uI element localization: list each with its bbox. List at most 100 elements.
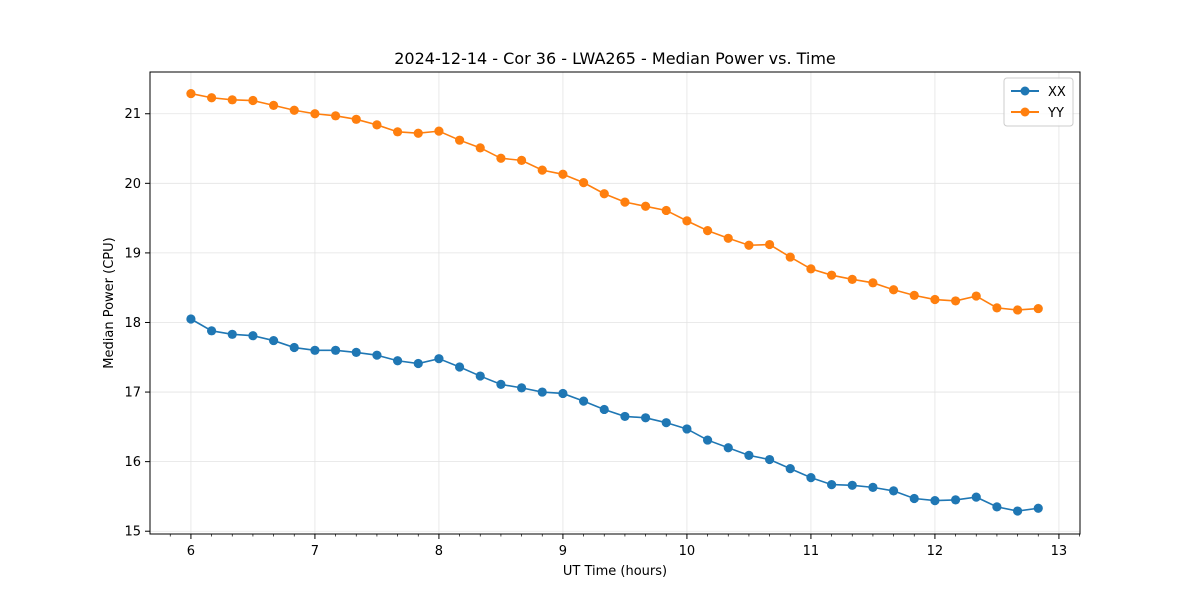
data-point-xx bbox=[516, 383, 527, 393]
x-tick-label: 12 bbox=[927, 544, 944, 559]
data-point-xx bbox=[744, 450, 754, 460]
y-tick-label: 19 bbox=[124, 246, 141, 261]
data-point-yy bbox=[723, 233, 733, 243]
data-point-xx bbox=[351, 347, 361, 358]
legend: XX YY bbox=[1003, 77, 1074, 127]
data-point-yy bbox=[599, 189, 609, 199]
data-point-yy bbox=[496, 153, 506, 163]
data-point-yy bbox=[186, 88, 196, 99]
x-tick-label: 6 bbox=[187, 544, 195, 559]
data-point-yy bbox=[413, 128, 423, 138]
data-point-xx bbox=[330, 345, 341, 355]
y-tick-label: 15 bbox=[124, 525, 141, 540]
data-point-yy bbox=[640, 201, 651, 211]
legend-marker-xx bbox=[1020, 86, 1030, 96]
data-point-yy bbox=[248, 95, 258, 106]
legend-label-xx: XX bbox=[1048, 85, 1066, 100]
legend-marker-yy bbox=[1020, 107, 1030, 117]
data-point-xx bbox=[454, 362, 465, 372]
chart-title: 2024-12-14 - Cor 36 - LWA265 - Median Po… bbox=[394, 49, 836, 68]
y-tick-label: 17 bbox=[124, 386, 141, 401]
data-point-yy bbox=[847, 274, 857, 284]
data-point-xx bbox=[640, 413, 651, 423]
data-point-xx bbox=[1012, 506, 1023, 516]
data-point-yy bbox=[785, 252, 795, 262]
data-point-xx bbox=[537, 387, 547, 397]
data-point-xx bbox=[847, 480, 857, 490]
data-point-xx bbox=[496, 379, 506, 390]
data-point-xx bbox=[268, 335, 279, 346]
data-point-yy bbox=[578, 178, 589, 188]
x-tick-label: 9 bbox=[559, 544, 567, 559]
data-point-xx bbox=[1033, 503, 1043, 513]
plot-frame bbox=[149, 71, 1081, 535]
data-point-xx bbox=[888, 486, 899, 496]
data-point-yy bbox=[434, 126, 444, 136]
data-point-xx bbox=[289, 342, 299, 353]
data-point-yy bbox=[330, 111, 341, 121]
x-tick-label: 11 bbox=[803, 544, 820, 559]
data-point-xx bbox=[227, 329, 237, 339]
data-point-yy bbox=[310, 109, 320, 119]
data-point-xx bbox=[930, 496, 940, 506]
data-point-xx bbox=[434, 354, 444, 364]
data-point-yy bbox=[227, 95, 237, 105]
data-point-xx bbox=[206, 326, 217, 336]
y-axis-label: Median Power (CPU) bbox=[102, 237, 117, 368]
data-point-yy bbox=[351, 114, 361, 124]
x-tick-label: 8 bbox=[435, 544, 443, 559]
data-point-xx bbox=[413, 358, 423, 369]
data-point-xx bbox=[599, 404, 609, 415]
data-point-xx bbox=[971, 492, 981, 502]
data-point-xx bbox=[785, 463, 795, 474]
data-point-yy bbox=[516, 155, 527, 165]
axis-ticks: 6 7 8 9 10 11 12 13 15 16 17 18 19 20 21 bbox=[124, 107, 1080, 559]
data-point-xx bbox=[392, 356, 403, 366]
x-tick-label: 10 bbox=[679, 544, 696, 559]
data-point-xx bbox=[826, 479, 837, 490]
data-point-yy bbox=[744, 240, 754, 250]
data-point-yy bbox=[888, 285, 899, 295]
data-point-xx bbox=[248, 331, 258, 341]
data-point-yy bbox=[537, 165, 547, 175]
data-point-yy bbox=[930, 294, 940, 305]
data-point-xx bbox=[868, 482, 878, 492]
data-point-yy bbox=[971, 291, 981, 301]
data-point-yy bbox=[392, 127, 403, 137]
data-point-xx bbox=[186, 314, 196, 324]
data-point-xx bbox=[661, 418, 671, 428]
y-tick-label: 21 bbox=[124, 107, 141, 122]
data-point-xx bbox=[682, 424, 692, 434]
series-layer bbox=[186, 88, 1043, 516]
data-point-yy bbox=[372, 120, 382, 130]
data-point-xx bbox=[475, 371, 485, 381]
data-point-xx bbox=[558, 388, 568, 399]
data-point-xx bbox=[806, 473, 816, 483]
data-point-yy bbox=[268, 100, 279, 110]
data-point-yy bbox=[558, 169, 568, 179]
data-point-yy bbox=[1012, 305, 1023, 315]
data-point-yy bbox=[806, 264, 816, 274]
data-point-xx bbox=[723, 443, 733, 453]
data-point-xx bbox=[620, 411, 630, 422]
data-point-yy bbox=[620, 197, 630, 207]
data-point-yy bbox=[764, 239, 775, 250]
y-tick-label: 18 bbox=[124, 316, 141, 331]
legend-label-yy: YY bbox=[1047, 106, 1064, 121]
data-point-yy bbox=[475, 143, 485, 153]
grid-lines bbox=[150, 72, 1080, 534]
data-point-yy bbox=[661, 205, 671, 216]
data-point-xx bbox=[909, 493, 919, 504]
data-point-yy bbox=[992, 303, 1002, 313]
data-point-xx bbox=[992, 502, 1002, 512]
x-axis-label: UT Time (hours) bbox=[563, 564, 667, 579]
y-tick-label: 16 bbox=[124, 455, 141, 470]
x-tick-label: 7 bbox=[311, 544, 319, 559]
data-point-yy bbox=[702, 226, 713, 236]
data-point-xx bbox=[310, 345, 320, 355]
data-point-yy bbox=[826, 270, 837, 280]
data-point-yy bbox=[909, 290, 919, 300]
data-point-yy bbox=[950, 296, 961, 306]
